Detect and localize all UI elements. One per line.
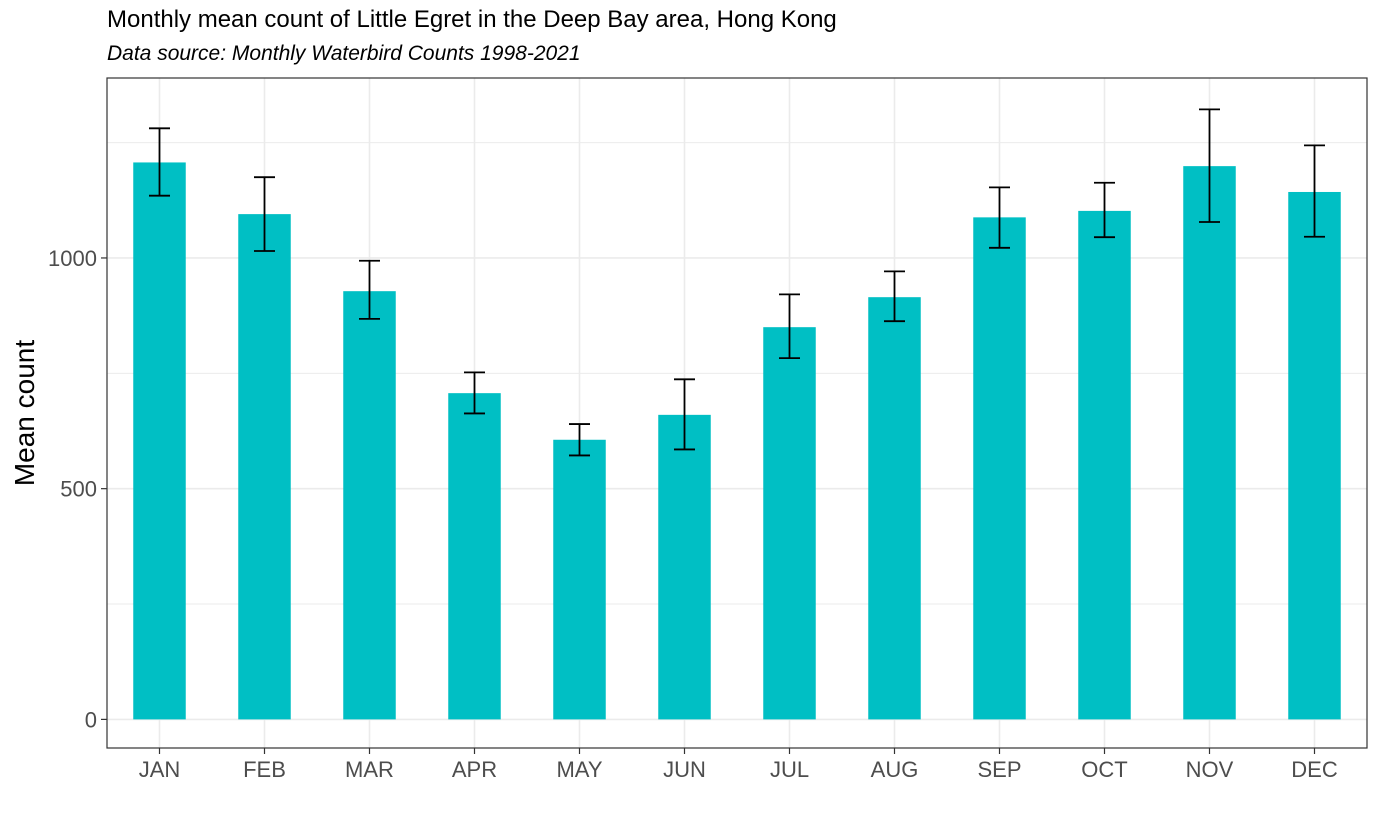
chart-subtitle: Data source: Monthly Waterbird Counts 19…: [107, 42, 581, 65]
y-axis-ticks: 0 500 1000: [48, 246, 107, 732]
x-tick-label: MAY: [556, 757, 602, 782]
x-tick-label: MAR: [345, 757, 394, 782]
x-tick-label: OCT: [1081, 757, 1127, 782]
error-bar-jul: [779, 293, 800, 359]
error-bar-jan: [149, 127, 170, 197]
x-tick-label: JUL: [770, 757, 809, 782]
bar-jan: [133, 162, 186, 720]
chart-title: Monthly mean count of Little Egret in th…: [107, 6, 837, 33]
error-bars: [149, 108, 1325, 457]
error-bar-feb: [254, 176, 275, 252]
bar-sep: [973, 217, 1026, 720]
x-tick-label: NOV: [1186, 757, 1234, 782]
error-bar-nov: [1199, 108, 1220, 223]
error-bar-oct: [1094, 181, 1115, 239]
error-bar-jun: [674, 378, 695, 451]
x-tick-label: AUG: [871, 757, 919, 782]
x-axis-ticks: JAN FEB MAR APR MAY JUN JUL AUG SEP OCT NOV DEC: [139, 748, 1338, 782]
panel-border: [106, 77, 1368, 749]
y-tick-label: 1000: [48, 246, 97, 271]
bar-nov: [1183, 166, 1236, 720]
y-tick-label: 500: [60, 477, 97, 502]
y-tick-label: 0: [85, 707, 97, 732]
x-tick-label: SEP: [977, 757, 1021, 782]
y-axis-title: Mean count: [9, 340, 40, 487]
bar-apr: [448, 393, 501, 720]
bar-jul: [763, 327, 816, 720]
bars: [133, 162, 1341, 720]
error-bar-sep: [989, 186, 1010, 249]
error-bar-mar: [359, 259, 380, 320]
x-tick-label: FEB: [243, 757, 286, 782]
error-bar-apr: [464, 371, 485, 415]
x-tick-label: JAN: [139, 757, 181, 782]
error-bar-aug: [884, 270, 905, 323]
x-tick-label: DEC: [1291, 757, 1338, 782]
error-bar-may: [569, 423, 590, 457]
bar-dec: [1288, 191, 1341, 720]
bar-feb: [238, 214, 291, 720]
bar-jun: [658, 414, 711, 720]
x-tick-label: APR: [452, 757, 497, 782]
bar-oct: [1078, 210, 1131, 720]
grid-lines: [107, 78, 1367, 748]
error-bar-dec: [1304, 144, 1325, 238]
bar-mar: [343, 291, 396, 720]
bar-aug: [868, 297, 921, 720]
x-tick-label: JUN: [663, 757, 706, 782]
bar-may: [553, 439, 606, 720]
